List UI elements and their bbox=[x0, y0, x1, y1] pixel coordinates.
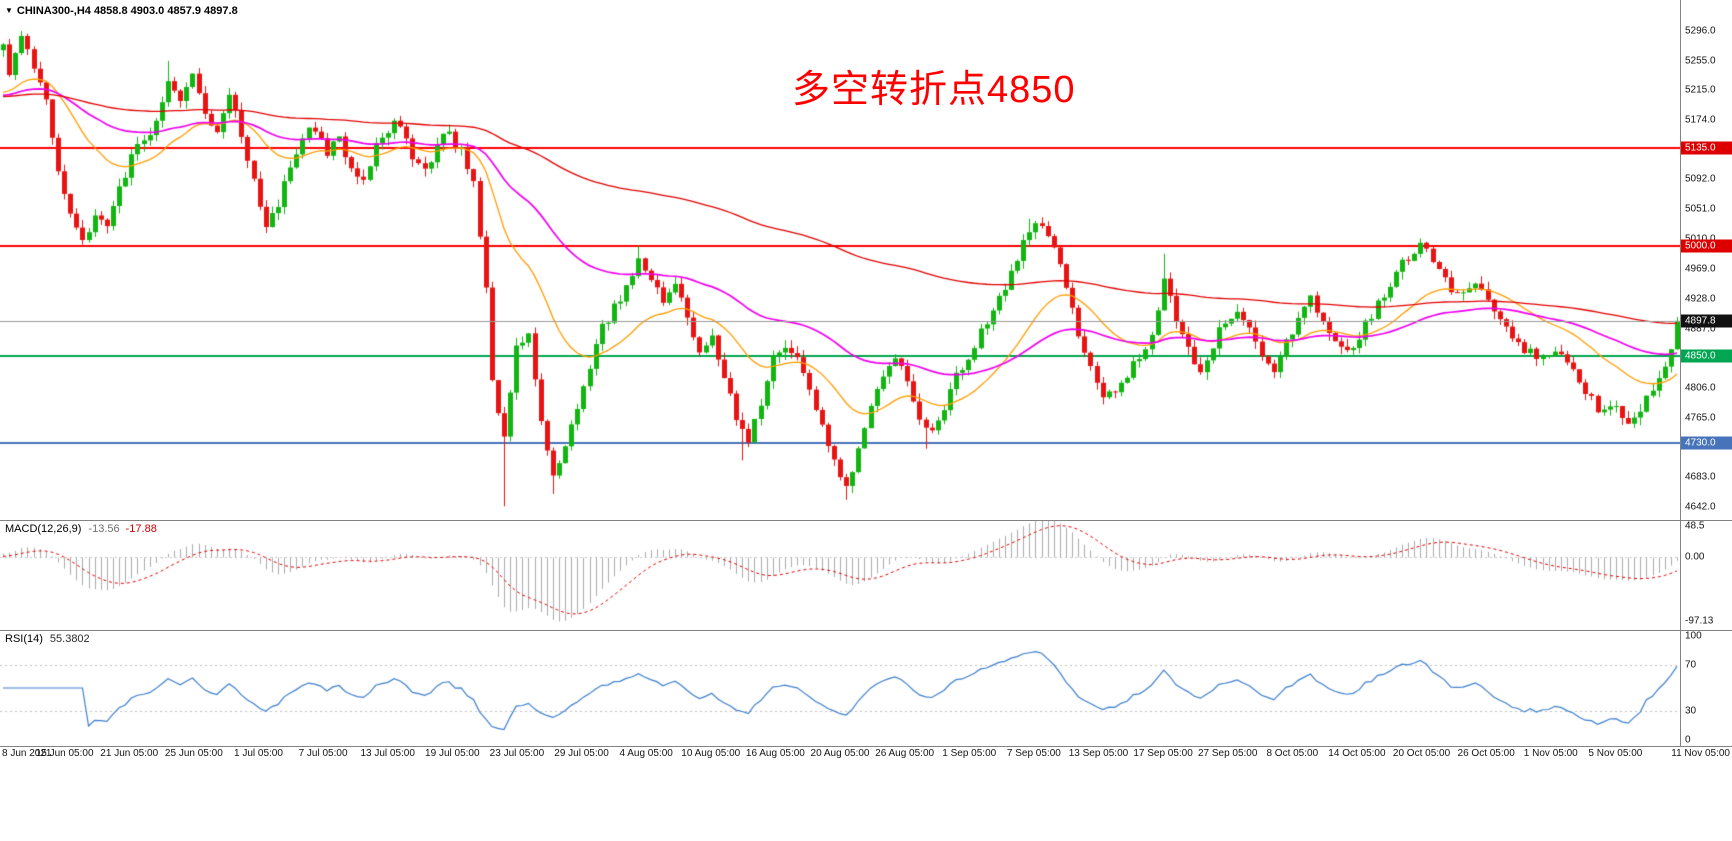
time-axis-label: 13 Jul 05:00 bbox=[360, 748, 415, 759]
rsi-axis-tick: 30 bbox=[1685, 705, 1697, 717]
time-axis-label: 14 Oct 05:00 bbox=[1328, 748, 1386, 759]
time-axis-label: 5 Nov 05:00 bbox=[1588, 748, 1643, 759]
macd-panel: MACD(12,26,9) -13.56 -17.88 bbox=[0, 521, 1680, 630]
time-axis-label: 10 Aug 05:00 bbox=[681, 748, 741, 759]
rsi-panel-splitter[interactable] bbox=[0, 630, 1732, 631]
macd-axis-tick: 0.00 bbox=[1685, 551, 1705, 563]
price-axis-tick: 5174.0 bbox=[1685, 114, 1716, 126]
price-axis-tick: 4969.0 bbox=[1685, 263, 1716, 275]
price-axis-tick: 4642.0 bbox=[1685, 501, 1716, 513]
time-axis-label: 7 Jul 05:00 bbox=[298, 748, 348, 759]
time-axis-label: 26 Oct 05:00 bbox=[1457, 748, 1515, 759]
price-axis[interactable]: 5296.0 5255.0 5215.0 5174.0 5092.0 5051.0 5010… bbox=[1680, 0, 1732, 746]
time-axis-separator bbox=[0, 746, 1732, 747]
price-axis-tick: 4887.0 bbox=[1685, 323, 1716, 335]
price-level-label: 4897.8 bbox=[1681, 314, 1732, 328]
time-axis-label: 13 Sep 05:00 bbox=[1068, 748, 1129, 759]
price-axis-tick: 4806.0 bbox=[1685, 382, 1716, 394]
time-axis-label: 20 Oct 05:00 bbox=[1392, 748, 1451, 759]
time-axis-label: 29 Jul 05:00 bbox=[554, 748, 609, 759]
price-level-label: 4850.0 bbox=[1681, 349, 1732, 363]
macd-canvas[interactable] bbox=[0, 521, 1680, 630]
rsi-axis-tick: 70 bbox=[1685, 659, 1697, 671]
time-axis-label: 11 Nov 05:00 bbox=[1671, 748, 1730, 759]
time-axis-label: 1 Jul 05:00 bbox=[233, 748, 283, 759]
price-chart-canvas[interactable] bbox=[0, 0, 1680, 520]
rsi-axis-tick: 100 bbox=[1685, 630, 1702, 642]
time-axis-label: 15 Jun 05:00 bbox=[35, 748, 94, 759]
chart-annotation-text[interactable]: 多空转折点4850 bbox=[792, 69, 1076, 111]
time-axis-label: 20 Aug 05:00 bbox=[810, 748, 870, 759]
time-axis-label: 23 Jul 05:00 bbox=[489, 748, 545, 759]
macd-signal-value: -17.88 bbox=[125, 523, 157, 535]
time-axis-label: 8 Oct 05:00 bbox=[1266, 748, 1319, 759]
rsi-axis-tick: 0 bbox=[1685, 734, 1691, 746]
time-axis-label: 26 Aug 05:00 bbox=[875, 748, 935, 759]
time-axis-label: 27 Sep 05:00 bbox=[1197, 748, 1258, 759]
price-chart-panel: ▼ CHINA300-,H4 4858.8 4903.0 4857.9 4897.… bbox=[0, 0, 1680, 520]
rsi-indicator-name: RSI(14) bbox=[5, 633, 43, 645]
rsi-canvas[interactable] bbox=[0, 631, 1680, 745]
time-axis-label: 7 Sep 05:00 bbox=[1006, 748, 1061, 759]
price-axis-tick: 5255.0 bbox=[1685, 55, 1716, 67]
time-axis-label: 16 Aug 05:00 bbox=[745, 748, 805, 759]
chart-dropdown-icon[interactable]: ▼ bbox=[5, 6, 13, 15]
time-axis-label: 4 Aug 05:00 bbox=[619, 748, 673, 759]
rsi-panel: RSI(14) 55.3802 bbox=[0, 631, 1680, 745]
symbol-info-bar: ▼ CHINA300-,H4 4858.8 4903.0 4857.9 4897.… bbox=[5, 5, 238, 17]
macd-panel-splitter[interactable] bbox=[0, 520, 1732, 521]
macd-indicator-name: MACD(12,26,9) bbox=[5, 523, 82, 535]
macd-label: MACD(12,26,9) -13.56 -17.88 bbox=[5, 523, 157, 535]
macd-axis-tick: -97.13 bbox=[1685, 615, 1714, 627]
time-axis-label: 19 Jul 05:00 bbox=[425, 748, 480, 759]
time-axis-label: 21 Jun 05:00 bbox=[100, 748, 159, 759]
time-axis-label: 25 Jun 05:00 bbox=[164, 748, 223, 759]
time-axis[interactable]: 8 Jun 2021 15 Jun 05:00 21 Jun 05:00 25 Jun… bbox=[0, 748, 1732, 764]
time-axis-label: 8 Jun 2021 bbox=[2, 748, 52, 759]
price-level-label: 4730.0 bbox=[1681, 436, 1732, 450]
rsi-label: RSI(14) 55.3802 bbox=[5, 633, 90, 645]
price-axis-tick: 4765.0 bbox=[1685, 412, 1716, 423]
price-axis-tick: 5010.0 bbox=[1685, 234, 1716, 245]
macd-axis-tick: 48.5 bbox=[1685, 520, 1705, 532]
price-axis-tick: 4683.0 bbox=[1685, 471, 1716, 483]
price-axis-tick: 5051.0 bbox=[1685, 203, 1716, 215]
macd-main-value: -13.56 bbox=[88, 523, 120, 535]
price-level-label: 5000.0 bbox=[1681, 239, 1732, 253]
price-axis-tick: 5092.0 bbox=[1685, 173, 1716, 185]
rsi-value: 55.3802 bbox=[49, 633, 90, 645]
price-axis-tick: 5296.0 bbox=[1685, 25, 1716, 37]
price-axis-tick: 5215.0 bbox=[1685, 84, 1716, 96]
symbol-ohlc-text: CHINA300-,H4 4858.8 4903.0 4857.9 4897.8 bbox=[16, 5, 238, 17]
price-axis-tick: 4928.0 bbox=[1685, 293, 1716, 305]
time-axis-label: 1 Nov 05:00 bbox=[1523, 748, 1578, 759]
time-axis-label: 1 Sep 05:00 bbox=[942, 748, 997, 759]
price-level-label: 5135.0 bbox=[1681, 141, 1732, 155]
time-axis-label: 17 Sep 05:00 bbox=[1133, 748, 1193, 759]
